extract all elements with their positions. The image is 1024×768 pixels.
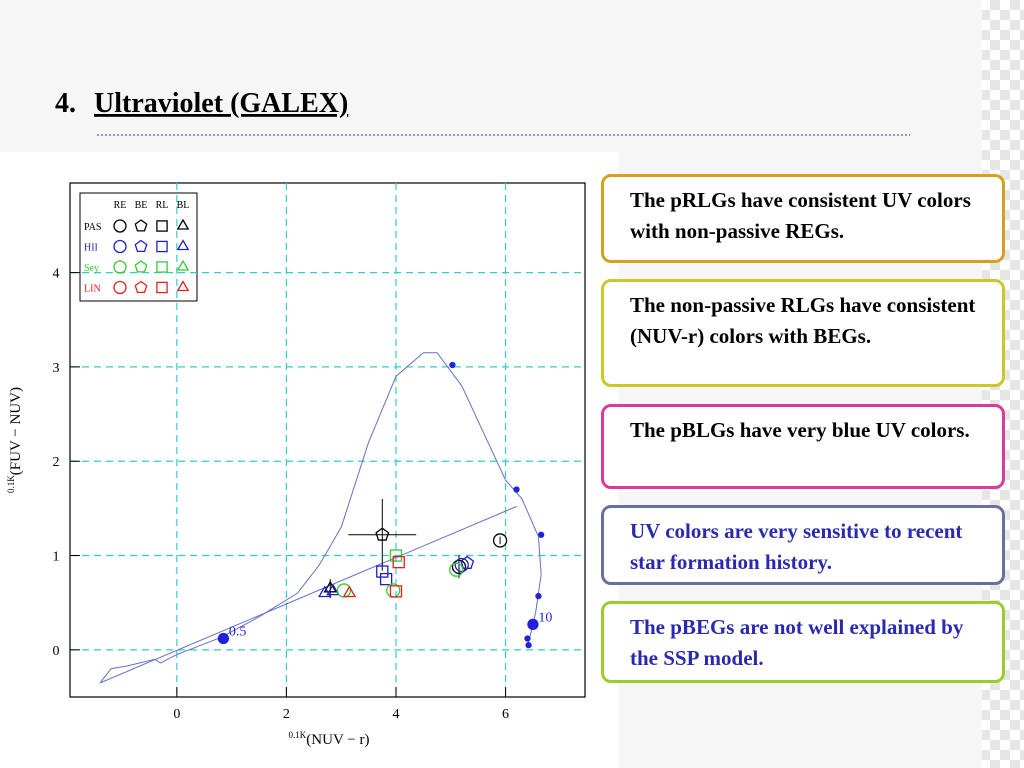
marker xyxy=(451,559,467,574)
marker xyxy=(379,572,393,586)
marker xyxy=(524,635,531,642)
x-tick-label: 6 xyxy=(502,707,509,722)
text-box: The pRLGs have consistent UV colors with… xyxy=(601,174,1005,263)
marker xyxy=(525,641,532,649)
x-axis-label: 0.1K(NUV − r) xyxy=(289,730,370,748)
legend-marker xyxy=(134,260,148,273)
annotation: 0.5 xyxy=(229,625,247,640)
x-tick-label: 4 xyxy=(392,707,399,722)
marker xyxy=(318,585,332,598)
x-label: (NUV − r) xyxy=(306,732,369,748)
model-track xyxy=(99,352,542,684)
legend-marker xyxy=(176,239,190,251)
marker xyxy=(513,486,520,493)
legend-marker xyxy=(156,220,168,232)
legend-row: PAS xyxy=(84,222,101,233)
legend-marker xyxy=(113,280,127,295)
marker xyxy=(392,555,405,569)
marker xyxy=(449,562,464,577)
y-label: (FUV − NUV) xyxy=(8,387,24,475)
slide-title: Ultraviolet (GALEX) xyxy=(94,88,348,119)
x-label-prefix: 0.1K xyxy=(289,730,307,740)
text-box: The non-passive RLGs have consistent (NU… xyxy=(601,279,1005,387)
legend-column: RL xyxy=(156,200,169,211)
legend-row: LIN xyxy=(84,284,101,295)
y-tick-label: 3 xyxy=(53,361,60,376)
annotation: 10 xyxy=(538,611,552,626)
legend-marker xyxy=(134,280,148,294)
legend-marker xyxy=(156,240,168,253)
marker xyxy=(527,618,539,631)
marker xyxy=(454,557,469,573)
legend-marker xyxy=(113,260,127,274)
marker xyxy=(217,632,230,645)
x-tick-label: 2 xyxy=(283,707,290,722)
marker xyxy=(449,361,456,369)
y-tick-label: 2 xyxy=(53,455,60,470)
marker xyxy=(535,592,542,600)
legend-marker xyxy=(176,280,190,292)
legend-marker xyxy=(134,219,148,232)
marker xyxy=(342,585,357,598)
y-label-prefix: 0.1K xyxy=(6,475,16,493)
text-box: The pBEGs are not well explained by the … xyxy=(601,601,1005,683)
marker xyxy=(326,583,340,596)
plot-frame xyxy=(69,182,586,698)
x-tick-label: 0 xyxy=(173,707,180,722)
legend-column: BL xyxy=(177,200,190,211)
y-axis-label: 0.1K(FUV − NUV) xyxy=(6,387,24,493)
marker xyxy=(389,549,403,562)
marker xyxy=(323,580,337,593)
legend-marker xyxy=(156,281,168,294)
marker xyxy=(376,565,389,578)
marker xyxy=(492,533,508,548)
y-tick-label: 0 xyxy=(53,644,60,659)
legend-row: Sey xyxy=(84,263,99,274)
marker xyxy=(389,585,403,598)
legend-marker xyxy=(113,219,127,233)
model-track xyxy=(99,506,517,684)
legend-marker xyxy=(176,218,190,230)
text-box: UV colors are very sensitive to recent s… xyxy=(601,505,1005,585)
legend-column: RE xyxy=(114,200,127,211)
text-box: The pBLGs have very blue UV colors. xyxy=(601,404,1005,489)
y-tick-label: 1 xyxy=(53,550,60,565)
marker xyxy=(375,527,390,541)
legend-column: BE xyxy=(135,200,148,211)
legend-marker xyxy=(113,239,127,254)
y-tick-label: 4 xyxy=(53,267,60,282)
legend-marker xyxy=(156,261,168,273)
legend-marker xyxy=(134,239,148,253)
legend-row: HII xyxy=(84,243,98,254)
legend-marker xyxy=(176,259,190,271)
marker xyxy=(538,531,545,538)
slide-number: 4. xyxy=(55,88,76,119)
